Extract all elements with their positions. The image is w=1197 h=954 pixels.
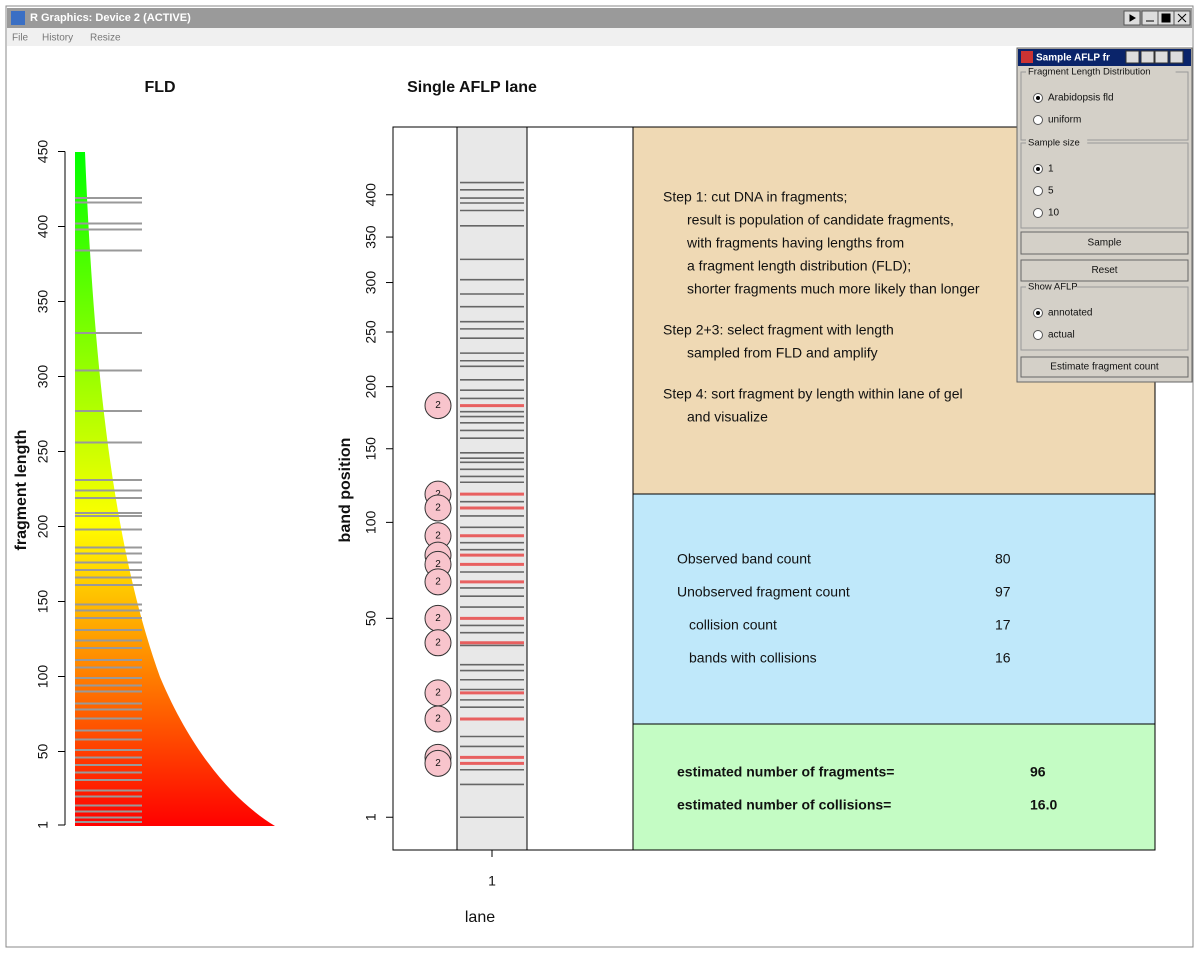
radio-label[interactable]: annotated [1048,308,1093,319]
collision-count: 2 [435,758,441,769]
stat-label: Observed band count [677,551,811,567]
close-button[interactable] [1170,51,1183,63]
y-tick-label: 200 [35,515,51,539]
estimate-label: estimated number of collisions= [677,797,891,813]
collision-count: 2 [435,714,441,725]
collision-count: 2 [435,613,441,624]
minimize-button[interactable] [1142,11,1158,25]
radio-button[interactable] [1034,187,1043,196]
menu-bar [7,28,1192,46]
step-detail: sampled from FLD and amplify [687,345,878,361]
button-label[interactable]: Reset [1091,265,1117,276]
radio-label[interactable]: actual [1048,330,1075,341]
stat-value: 97 [995,584,1011,600]
lane-y-label: band position [337,438,354,543]
stat-value: 16 [995,650,1011,666]
estimates-panel [633,724,1155,850]
x-tick-label: 1 [488,873,496,889]
radio-button[interactable] [1034,209,1043,218]
step-heading: Step 2+3: select fragment with length [663,322,894,338]
step-detail: with fragments having lengths from [686,235,904,251]
minimize-button[interactable] [1141,51,1154,63]
y-tick-label: 100 [35,665,51,689]
radio-label[interactable]: 10 [1048,208,1060,219]
lane-x-label: lane [465,909,495,926]
radio-label[interactable]: Arabidopsis fld [1048,93,1114,104]
step-heading: Step 4: sort fragment by length within l… [663,386,963,402]
y-tick-label: 400 [35,215,51,239]
stat-label: collision count [689,617,777,633]
dialog-controls[interactable] [1126,51,1183,63]
collision-count: 2 [435,688,441,699]
menu-item[interactable]: File [12,33,29,44]
y-tick-label: 200 [363,375,379,399]
button-label[interactable]: Estimate fragment count [1050,362,1159,373]
y-tick-label: 100 [363,510,379,534]
maximize-button[interactable] [1155,51,1168,63]
radio-button[interactable] [1034,116,1043,125]
menu-item[interactable]: Resize [90,33,121,44]
y-tick-label: 350 [363,225,379,249]
step-detail: and visualize [687,409,768,425]
screen: R Graphics: Device 2 (ACTIVE) FLD fragme… [0,0,1197,949]
y-tick-label: 300 [363,271,379,295]
radio-label[interactable]: 1 [1048,164,1054,175]
y-tick-label: 1 [35,821,51,829]
stat-value: 80 [995,551,1011,567]
stats-panel [633,494,1155,724]
fld-title: FLD [144,79,175,96]
control-button[interactable] [1126,51,1139,63]
collision-count: 2 [435,503,441,514]
y-tick-label: 150 [35,590,51,614]
y-tick-label: 1 [363,813,379,821]
stat-label: bands with collisions [689,650,817,666]
y-tick-label: 250 [363,320,379,344]
radio-dot [1036,167,1040,171]
dialog-title: Sample AFLP fr [1036,53,1110,64]
window-title: R Graphics: Device 2 (ACTIVE) [30,12,191,24]
stat-label: Unobserved fragment count [677,584,850,600]
y-tick-label: 300 [35,365,51,389]
y-tick-label: 150 [363,437,379,461]
step-heading: Step 1: cut DNA in fragments; [663,189,847,205]
app-icon [11,11,25,25]
group-label: Sample size [1028,138,1080,149]
step-detail: a fragment length distribution (FLD); [687,258,911,274]
y-tick-label: 350 [35,290,51,314]
radio-label[interactable]: 5 [1048,186,1054,197]
collision-count: 2 [435,400,441,411]
gel-lane [457,127,527,850]
collision-count: 2 [435,576,441,587]
estimate-value: 16.0 [1030,797,1057,813]
lane-title: Single AFLP lane [407,79,537,96]
step-detail: shorter fragments much more likely than … [687,281,980,297]
y-tick-label: 50 [35,744,51,760]
button-label[interactable]: Sample [1088,238,1122,249]
radio-button[interactable] [1034,331,1043,340]
y-tick-label: 450 [35,140,51,164]
radio-label[interactable]: uniform [1048,115,1081,126]
collision-count: 2 [435,637,441,648]
page: { "window": {"title": "R Graphics: Devic… [0,0,1197,949]
radio-dot [1036,311,1040,315]
collision-count: 2 [435,530,441,541]
stat-value: 17 [995,617,1011,633]
estimate-value: 96 [1030,764,1046,780]
estimate-label: estimated number of fragments= [677,764,894,780]
radio-dot [1036,96,1040,100]
step-detail: result is population of candidate fragme… [687,212,954,228]
group-label: Show AFLP [1028,282,1078,293]
group-label: Fragment Length Distribution [1028,67,1151,78]
fld-y-label: fragment length [13,430,30,551]
y-tick-label: 400 [363,183,379,207]
menu-item[interactable]: History [42,33,73,44]
dialog-icon [1021,51,1033,63]
y-tick-label: 250 [35,440,51,464]
window-controls[interactable] [1124,11,1190,25]
y-tick-label: 50 [363,610,379,626]
